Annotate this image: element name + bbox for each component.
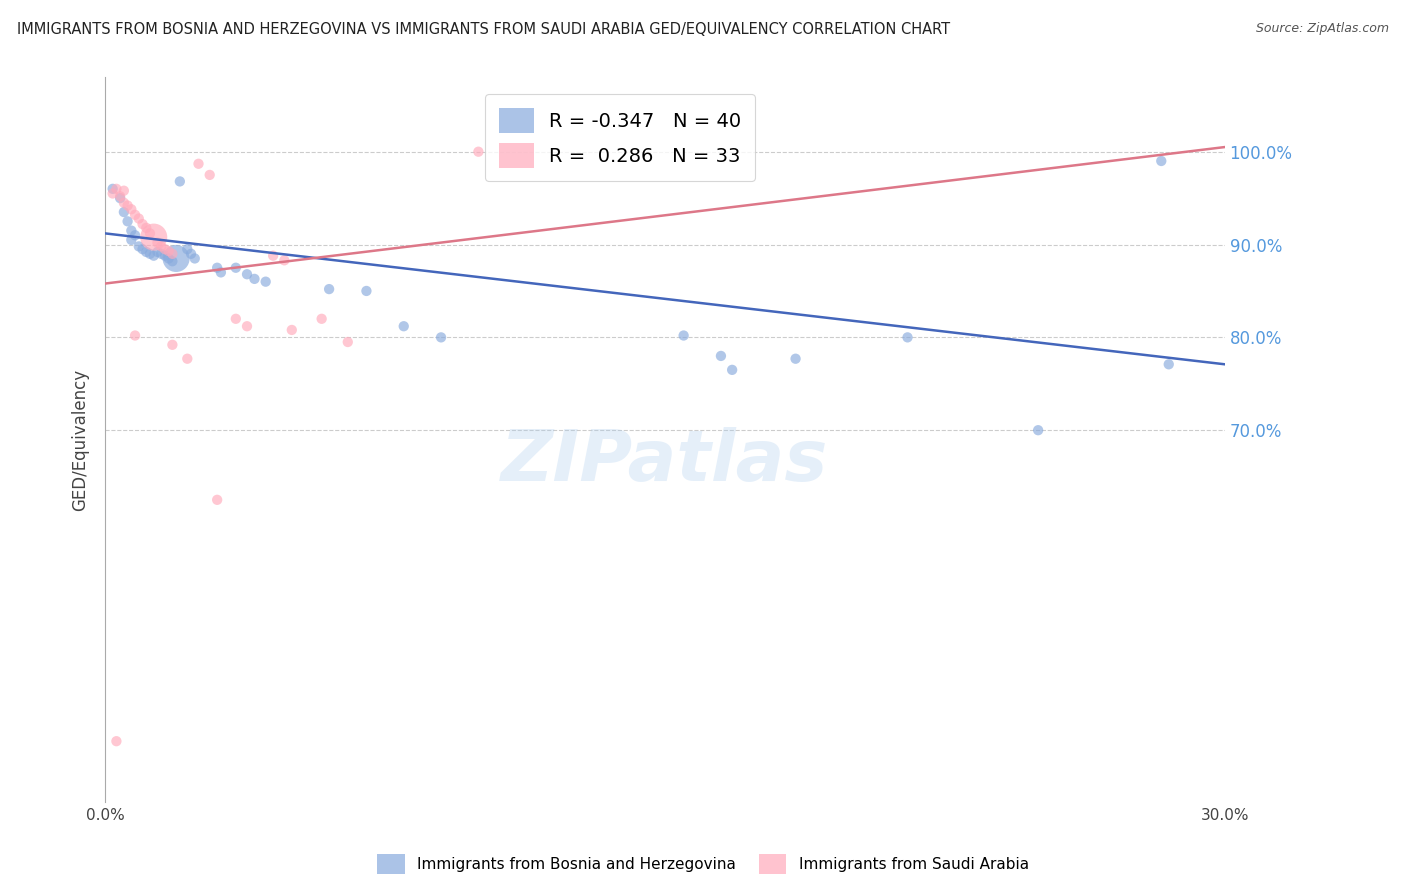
Point xyxy=(184,252,207,266)
Point xyxy=(1150,153,1173,168)
Y-axis label: GED/Equivalency: GED/Equivalency xyxy=(72,368,89,510)
Point xyxy=(896,330,918,344)
Point xyxy=(392,319,415,334)
Point xyxy=(225,260,247,275)
Point xyxy=(108,189,131,203)
Point xyxy=(1026,423,1049,437)
Point xyxy=(131,217,153,231)
Point xyxy=(153,242,176,256)
Point xyxy=(180,247,202,261)
Point xyxy=(108,191,131,205)
Text: IMMIGRANTS FROM BOSNIA AND HERZEGOVINA VS IMMIGRANTS FROM SAUDI ARABIA GED/EQUIV: IMMIGRANTS FROM BOSNIA AND HERZEGOVINA V… xyxy=(17,22,950,37)
Point xyxy=(101,182,124,196)
Point xyxy=(169,174,191,188)
Point xyxy=(236,319,259,334)
Point xyxy=(205,260,228,275)
Point xyxy=(105,182,128,196)
Point xyxy=(135,220,157,235)
Point xyxy=(128,239,150,253)
Point xyxy=(112,184,135,198)
Point xyxy=(142,230,165,244)
Point xyxy=(162,338,184,352)
Point xyxy=(225,311,247,326)
Point xyxy=(262,249,284,263)
Point xyxy=(243,272,266,286)
Point xyxy=(710,349,733,363)
Point xyxy=(153,249,176,263)
Point xyxy=(721,363,744,377)
Point xyxy=(157,244,180,258)
Point xyxy=(162,254,184,268)
Point xyxy=(281,323,304,337)
Point xyxy=(236,267,259,281)
Point xyxy=(273,253,295,268)
Point xyxy=(198,168,221,182)
Point xyxy=(124,328,146,343)
Point xyxy=(131,242,153,256)
Point xyxy=(150,239,173,253)
Point xyxy=(356,284,378,298)
Legend: R = -0.347   N = 40, R =  0.286   N = 33: R = -0.347 N = 40, R = 0.286 N = 33 xyxy=(485,95,755,181)
Point xyxy=(176,242,198,256)
Text: Source: ZipAtlas.com: Source: ZipAtlas.com xyxy=(1256,22,1389,36)
Point xyxy=(139,247,162,261)
Point xyxy=(336,334,359,349)
Point xyxy=(112,205,135,219)
Point xyxy=(430,330,453,344)
Point xyxy=(318,282,340,296)
Point xyxy=(124,208,146,222)
Point xyxy=(117,198,139,212)
Point xyxy=(142,249,165,263)
Point xyxy=(254,275,277,289)
Point xyxy=(1157,357,1180,371)
Point xyxy=(146,235,169,250)
Point xyxy=(785,351,807,366)
Text: ZIPatlas: ZIPatlas xyxy=(502,426,828,496)
Point xyxy=(135,244,157,259)
Point xyxy=(120,202,142,217)
Point xyxy=(205,492,228,507)
Point xyxy=(467,145,489,159)
Point xyxy=(101,186,124,201)
Point xyxy=(105,734,128,748)
Point xyxy=(112,195,135,210)
Point xyxy=(157,252,180,266)
Point xyxy=(209,265,232,279)
Point xyxy=(672,328,695,343)
Point xyxy=(150,247,173,261)
Point xyxy=(165,252,187,266)
Point xyxy=(139,227,162,241)
Point xyxy=(120,233,142,247)
Point xyxy=(124,228,146,243)
Point xyxy=(120,224,142,238)
Point xyxy=(128,211,150,226)
Point xyxy=(162,247,184,261)
Point xyxy=(117,214,139,228)
Point xyxy=(146,244,169,259)
Legend: Immigrants from Bosnia and Herzegovina, Immigrants from Saudi Arabia: Immigrants from Bosnia and Herzegovina, … xyxy=(371,848,1035,880)
Point xyxy=(176,351,198,366)
Point xyxy=(187,157,209,171)
Point xyxy=(311,311,333,326)
